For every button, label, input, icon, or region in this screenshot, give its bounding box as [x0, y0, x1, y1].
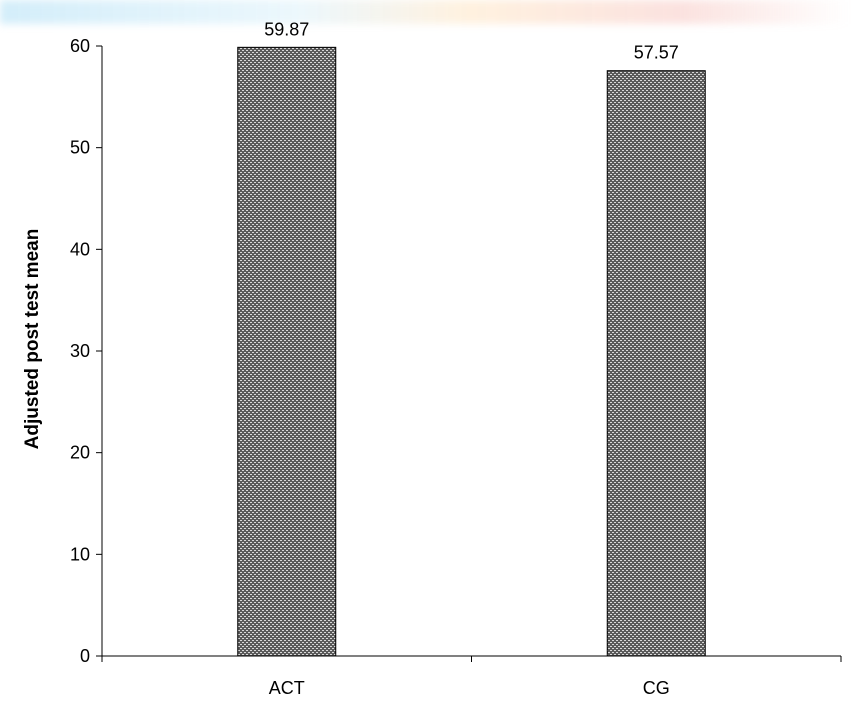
background-banner [0, 0, 851, 24]
y-tick-label: 20 [70, 443, 90, 463]
y-tick-label: 60 [70, 36, 90, 56]
bar-cg [606, 70, 706, 657]
y-tick-label: 50 [70, 138, 90, 158]
y-tick-label: 10 [70, 544, 90, 564]
plot-area: 59.87 57.57 [237, 19, 706, 657]
y-tick-label: 40 [70, 239, 90, 259]
x-tick-label-act: ACT [269, 678, 305, 698]
y-tick-label: 0 [80, 646, 90, 666]
bar-act [237, 46, 337, 657]
x-tick-label-cg: CG [643, 678, 670, 698]
axes: 0 10 20 30 40 50 60 ACT CG [70, 36, 842, 698]
y-axis-label: Adjusted post test mean [22, 229, 43, 450]
y-tick-label: 30 [70, 341, 90, 361]
data-label-cg: 57.57 [634, 43, 679, 63]
data-label-act: 59.87 [264, 19, 309, 39]
